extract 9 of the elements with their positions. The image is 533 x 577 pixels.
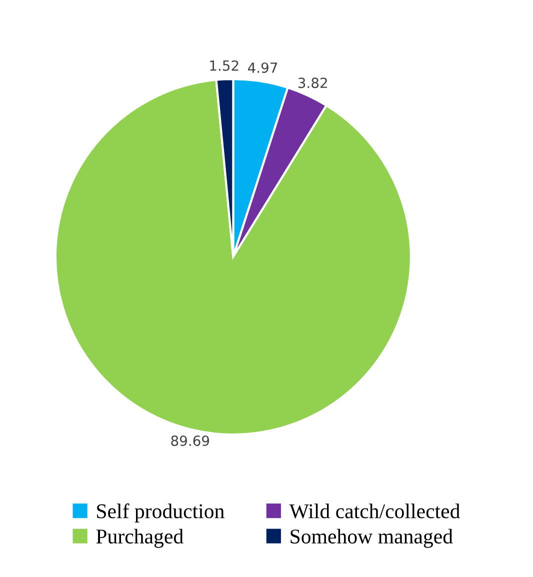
data-label: 4.97 — [248, 62, 278, 73]
legend-label: Self production — [97, 503, 224, 523]
legend-label: Wild catch/collected — [289, 504, 460, 518]
data-label: 3.82 — [298, 78, 327, 88]
legend-label: Purchaged — [96, 528, 184, 548]
data-label: 89.69 — [171, 436, 210, 446]
legend-label: Somehow managed — [290, 528, 453, 548]
pie-slice — [54, 78, 412, 436]
data-label: 1.52 — [210, 60, 238, 71]
